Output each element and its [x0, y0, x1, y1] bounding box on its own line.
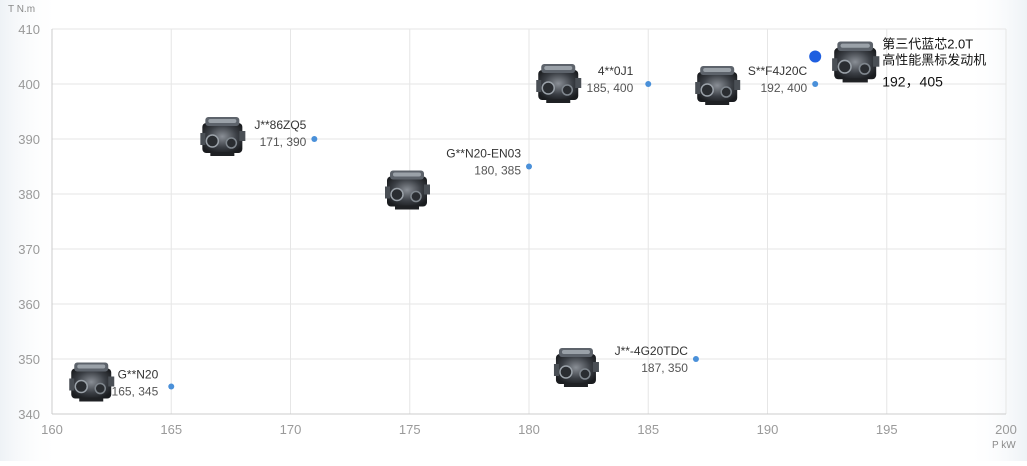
highlight-value-label: 192，405 [882, 74, 943, 90]
y-axis-unit: T N.m [8, 4, 36, 15]
x-tick-label: 180 [518, 422, 540, 437]
engine-icon [385, 170, 430, 210]
y-tick-label: 360 [18, 297, 40, 312]
point-value-label: 180, 385 [474, 164, 521, 178]
point-name-label: J**-4G20TDC [615, 344, 689, 358]
highlight-name-line: 高性能黑标发动机 [882, 53, 986, 68]
highlight-point [809, 50, 822, 63]
data-point [526, 163, 532, 170]
y-tick-label: 380 [18, 187, 40, 202]
x-tick-label: 200 [995, 422, 1017, 437]
engine-icon [832, 41, 880, 83]
highlight-name-line: 第三代蓝芯2.0T [882, 37, 973, 52]
engine-icon [69, 362, 115, 402]
point-value-label: 185, 400 [587, 81, 634, 95]
background-fade-right [967, 0, 1027, 461]
x-tick-label: 195 [876, 422, 898, 437]
background-fade-left [0, 0, 60, 461]
x-tick-label: 175 [399, 422, 421, 437]
x-tick-label: 165 [160, 422, 182, 437]
y-tick-label: 400 [18, 77, 40, 92]
engine-icon [536, 64, 582, 103]
point-value-label: 187, 350 [641, 361, 688, 375]
x-tick-label: 160 [41, 422, 63, 437]
data-point [812, 81, 819, 87]
point-name-label: 4**0J1 [598, 64, 634, 78]
y-tick-label: 410 [18, 22, 40, 37]
data-point [692, 356, 699, 362]
y-tick-label: 350 [18, 352, 40, 367]
data-point [311, 136, 318, 142]
data-point [168, 383, 175, 390]
engine-icon [695, 66, 741, 105]
engine-icon [553, 348, 599, 387]
point-name-label: G**N20-EN03 [446, 147, 521, 161]
point-value-label: 171, 390 [260, 135, 307, 149]
data-point [645, 81, 652, 87]
y-tick-label: 340 [18, 407, 40, 422]
point-name-label: G**N20 [118, 368, 159, 382]
y-tick-label: 390 [18, 132, 40, 147]
point-value-label: 192, 400 [760, 81, 807, 95]
x-tick-label: 185 [637, 422, 659, 437]
point-name-label: J**86ZQ5 [254, 118, 306, 132]
point-value-label: 165, 345 [112, 385, 159, 399]
x-tick-label: 170 [280, 422, 302, 437]
y-tick-label: 370 [18, 242, 40, 257]
engine-icon [200, 117, 246, 156]
x-axis-unit: P kW [992, 440, 1016, 451]
x-tick-label: 190 [757, 422, 779, 437]
point-name-label: S**F4J20C [748, 64, 808, 78]
